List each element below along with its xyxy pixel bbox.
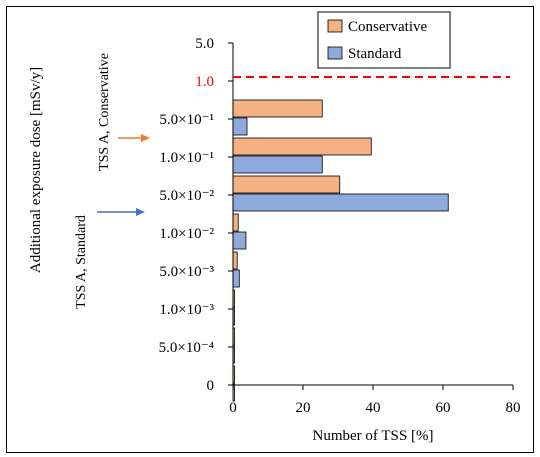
legend-label-standard: Standard [348, 46, 402, 62]
x-tick-label: 20 [296, 400, 311, 416]
bar-standard [232, 117, 248, 136]
annotation-conservative-label: TSS A, Conservative [97, 53, 112, 171]
x-tick-label: 40 [366, 400, 381, 416]
y-tick-label: 1.0×10⁻¹ [159, 150, 214, 166]
bar-conservative [232, 251, 238, 270]
bar-conservative [232, 213, 239, 232]
x-tick-label: 80 [506, 400, 521, 416]
y-axis-title: Additional exposure dose [mSv/y] [28, 67, 44, 273]
y-tick-label: 5.0×10⁻³ [159, 264, 214, 280]
y-tick-label: 5.0 [195, 36, 214, 52]
y-axis-ticks: 0 5.0×10⁻⁴ 1.0×10⁻³ 5.0×10⁻³ 1.0×10⁻² 5.0×10⁻… [159, 36, 233, 394]
x-axis-title: Number of TSS [%] [313, 428, 434, 444]
bar-conservative [232, 175, 341, 194]
annotation-standard-label: TSS A, Standard [74, 215, 89, 309]
annotation-conservative-arrowhead [141, 134, 150, 142]
legend-swatch-standard [327, 46, 343, 60]
legend-swatch-conservative [327, 19, 343, 33]
bar-standard [232, 193, 449, 212]
chart-frame [6, 6, 534, 453]
y-tick-label: 1.0×10⁻² [159, 226, 214, 242]
y-tick-label: 5.0×10⁻¹ [159, 112, 214, 128]
y-tick-label: 1.0×10⁻³ [159, 302, 214, 318]
y-tick-label: 0 [207, 378, 215, 394]
bar-standard [232, 155, 323, 174]
y-tick-label: 5.0×10⁻² [159, 188, 214, 204]
legend-label-conservative: Conservative [348, 19, 427, 35]
legend: Conservative Standard [317, 11, 451, 69]
x-axis-ticks: 0 20 40 60 80 [229, 385, 521, 416]
bar-standard [232, 269, 240, 288]
bar-standard [232, 383, 235, 402]
x-tick-label: 0 [229, 400, 237, 416]
x-tick-label: 60 [436, 400, 451, 416]
bar-standard [232, 231, 247, 250]
annotation-standard-arrowhead [136, 208, 145, 216]
bars-layer [232, 99, 449, 402]
bar-conservative [232, 137, 372, 156]
bar-conservative [232, 99, 323, 118]
y-tick-label: 1.0 [195, 74, 214, 90]
y-tick-label: 5.0×10⁻⁴ [159, 340, 214, 356]
